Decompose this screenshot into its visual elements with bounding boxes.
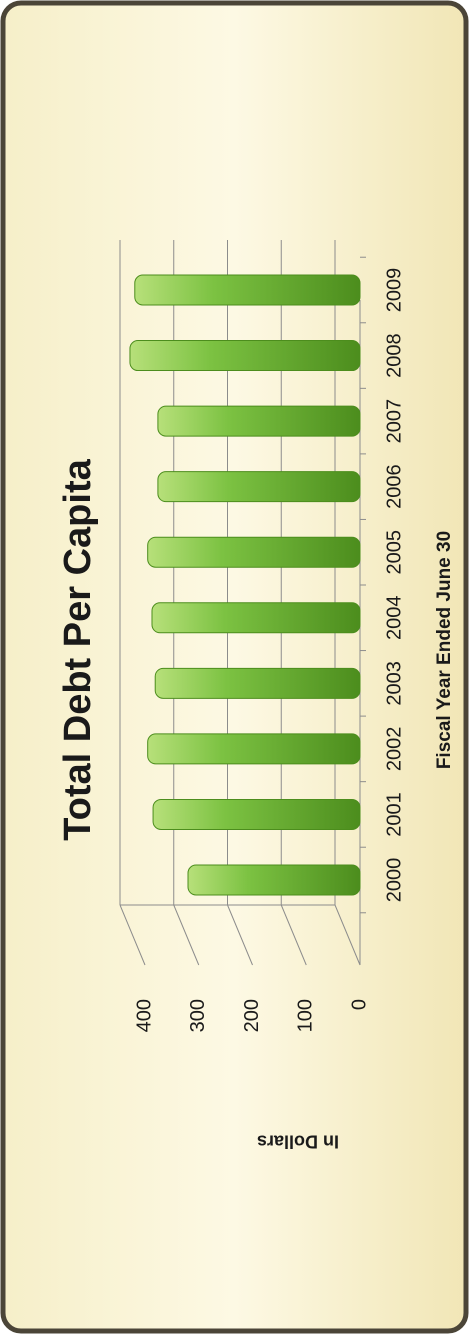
grid-line bbox=[334, 904, 361, 966]
bar bbox=[151, 602, 361, 634]
chart-title: Total Debt Per Capita bbox=[57, 458, 99, 840]
x-tick-label: 2003 bbox=[383, 661, 405, 706]
grid-line bbox=[119, 904, 146, 966]
y-tick-label: 400 bbox=[133, 999, 155, 1032]
bar bbox=[187, 864, 361, 896]
x-tick-label: 2000 bbox=[383, 858, 405, 903]
grid-line bbox=[280, 904, 307, 966]
bar bbox=[134, 274, 361, 306]
x-tick-label: 2002 bbox=[383, 727, 405, 772]
x-tick-label: 2005 bbox=[383, 530, 405, 575]
y-tick-label: 100 bbox=[295, 999, 317, 1032]
y-tick-label: 300 bbox=[187, 999, 209, 1032]
bar bbox=[154, 667, 361, 699]
x-axis-title: Fiscal Year Ended June 30 bbox=[434, 531, 455, 769]
y-tick-label: 0 bbox=[348, 999, 370, 1010]
x-tick-label: 2006 bbox=[383, 464, 405, 509]
x-tick-label: 2007 bbox=[383, 399, 405, 444]
y-axis-title: In Dollars bbox=[257, 1131, 339, 1151]
bar bbox=[147, 536, 361, 568]
bar bbox=[157, 405, 361, 437]
bar bbox=[129, 340, 361, 372]
x-tick-label: 2004 bbox=[383, 596, 405, 641]
bar bbox=[147, 733, 361, 765]
plot: Total Debt Per Capita Fiscal Year Ended … bbox=[57, 240, 455, 1151]
grid-line bbox=[227, 904, 253, 966]
x-tick-label: 2009 bbox=[383, 268, 405, 313]
grid-line bbox=[173, 904, 200, 966]
x-tick-label: 2008 bbox=[383, 333, 405, 378]
bar bbox=[157, 471, 361, 503]
y-tick-label: 200 bbox=[241, 999, 263, 1032]
x-tick-label: 2001 bbox=[383, 792, 405, 837]
bar bbox=[152, 798, 361, 830]
